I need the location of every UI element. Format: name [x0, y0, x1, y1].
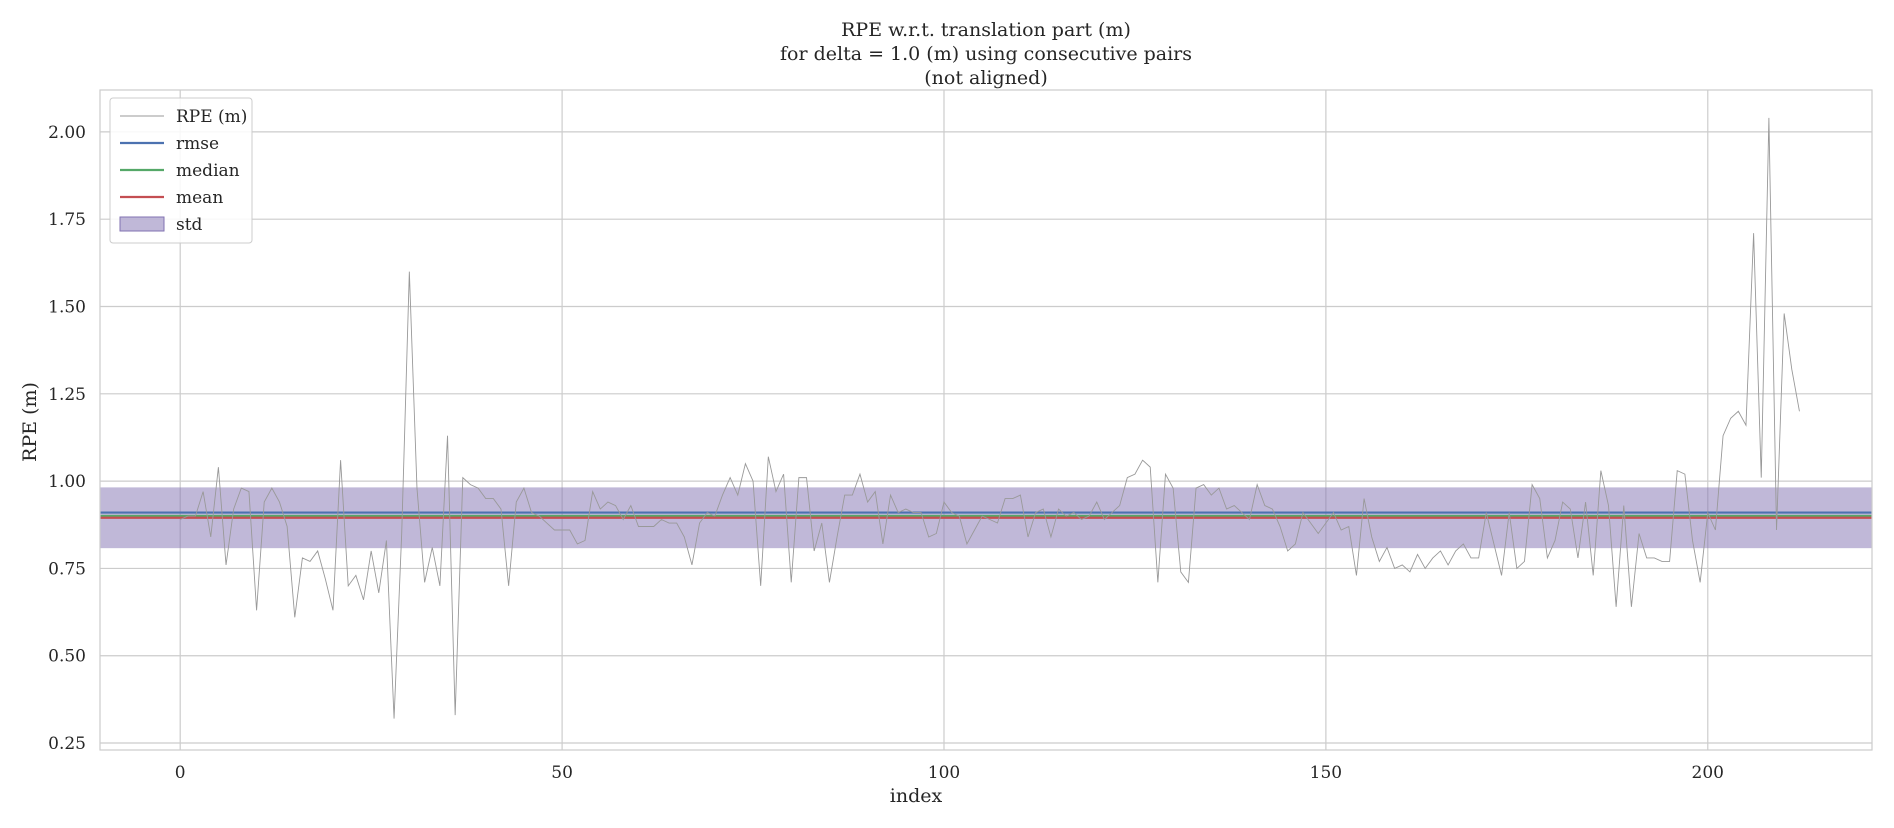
x-axis-label: index	[890, 785, 943, 807]
x-tick-label: 50	[551, 763, 573, 783]
x-tick-label: 200	[1692, 763, 1724, 783]
legend-box	[109, 97, 253, 244]
rpe-series-line	[180, 117, 1800, 719]
legend-std-label: std	[176, 215, 203, 235]
legend-std-swatch	[119, 216, 165, 232]
y-tick-label: 0.75	[48, 559, 86, 579]
y-tick-label: 1.25	[48, 385, 86, 405]
grid	[100, 90, 1872, 750]
y-tick-label: 1.75	[48, 210, 86, 230]
x-tick-label: 150	[1310, 763, 1342, 783]
legend-median-label: median	[176, 161, 240, 181]
y-axis-label: RPE (m)	[19, 382, 41, 462]
legend-rmse-label: rmse	[176, 134, 219, 154]
y-tick-label: 0.25	[48, 734, 86, 754]
plot-frame	[99, 89, 1873, 751]
y-tick-label: 0.50	[48, 647, 86, 667]
chart-title-line-3: (not aligned)	[924, 67, 1047, 89]
series-layer	[180, 117, 1800, 719]
y-tick-labels: 0.25 0.50 0.75 1.00 1.25 1.50 1.75 2.00	[48, 123, 86, 754]
plot-area	[100, 90, 1872, 750]
y-tick-label: 2.00	[48, 123, 86, 143]
x-tick-labels: 0 50 100 150 200	[175, 763, 1724, 783]
x-tick-label: 100	[928, 763, 960, 783]
legend-mean-label: mean	[176, 188, 223, 208]
chart-title-line-1: RPE w.r.t. translation part (m)	[841, 19, 1131, 41]
y-tick-label: 1.50	[48, 298, 86, 318]
legend: RPE (m) rmse median mean std	[109, 97, 253, 244]
stat-lines-layer	[100, 511, 1872, 519]
x-tick-label: 0	[175, 763, 186, 783]
y-tick-label: 1.00	[48, 472, 86, 492]
chart-title-line-2: for delta = 1.0 (m) using consecutive pa…	[780, 43, 1192, 65]
legend-rpe-label: RPE (m)	[176, 107, 247, 127]
